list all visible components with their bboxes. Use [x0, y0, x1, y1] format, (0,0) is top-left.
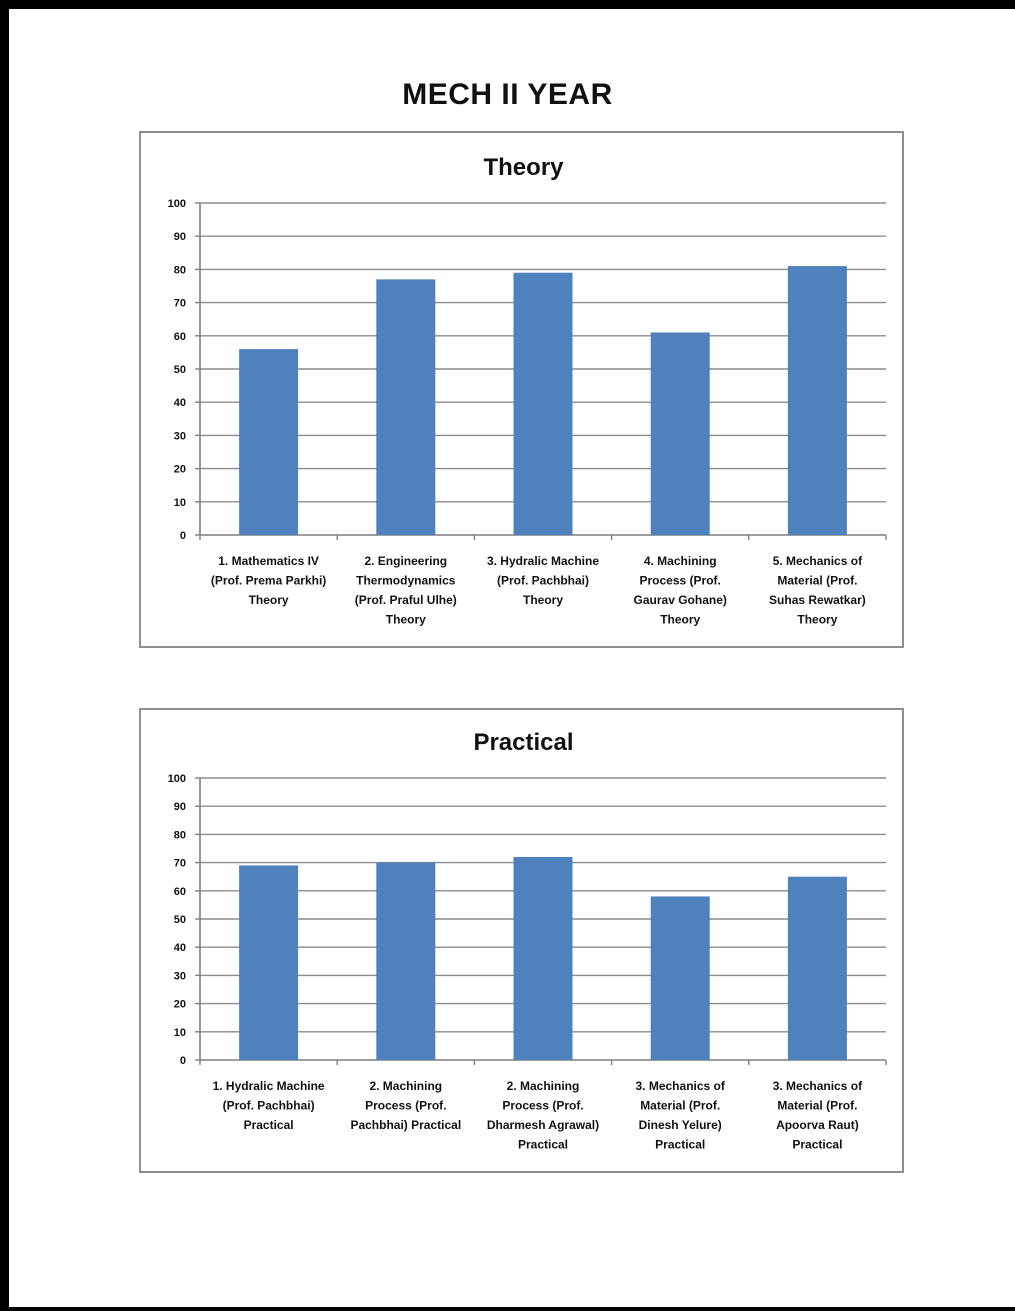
- theory-category-label-4-line-2: Process (Prof.: [640, 574, 721, 588]
- theory-category-label-5-line-4: Theory: [797, 613, 837, 627]
- practical-category-label-1: 1. Hydralic Machine (Prof. Pachbhai) Pract…: [213, 1079, 325, 1132]
- practical-chart-svg: Practical 0 10 20 30 40 50 60 70 80 90 100 1. Hydral…: [168, 729, 887, 1152]
- practical-y-tick-label-20: 20: [174, 999, 186, 1011]
- practical-category-label-1-line-3: Practical: [244, 1118, 294, 1132]
- practical-category-label-3: 2. Machining Process (Prof. Dharmesh Agraw…: [487, 1079, 599, 1152]
- practical-bar-2: [376, 862, 436, 1060]
- practical-category-label-3-line-2: Process (Prof.: [502, 1099, 583, 1113]
- practical-category-label-2-line-1: 2. Machining: [369, 1079, 442, 1093]
- theory-category-label-4-line-1: 4. Machining: [644, 554, 717, 568]
- page-title: MECH II YEAR: [402, 78, 613, 111]
- practical-category-label-5: 3. Mechanics of Material (Prof. Apoorva Ra…: [773, 1079, 863, 1152]
- theory-category-label-5-line-2: Material (Prof.: [777, 574, 857, 588]
- practical-y-tick-label-80: 80: [174, 829, 186, 841]
- theory-category-label-5-line-1: 5. Mechanics of: [773, 554, 863, 568]
- practical-category-label-3-line-3: Dharmesh Agrawal): [487, 1118, 599, 1132]
- practical-category-label-4-line-4: Practical: [655, 1138, 705, 1152]
- theory-category-label-2-line-2: Thermodynamics: [356, 574, 456, 588]
- practical-category-label-4: 3. Mechanics of Material (Prof. Dinesh Yel…: [636, 1079, 726, 1152]
- theory-category-label-3-line-1: 3. Hydralic Machine: [487, 554, 599, 568]
- practical-y-tick-label-30: 30: [174, 970, 186, 982]
- theory-category-label-2-line-4: Theory: [386, 613, 426, 627]
- theory-category-label-5: 5. Mechanics of Material (Prof. Suhas Rewa…: [769, 554, 866, 627]
- theory-y-tick-label-90: 90: [174, 231, 186, 243]
- practical-chart: Practical 0 10 20 30 40 50 60 70 80 90 100 1. Hydral…: [139, 708, 904, 1173]
- theory-category-label-2-line-3: (Prof. Praful Ulhe): [355, 593, 457, 607]
- practical-y-tick-label-90: 90: [174, 801, 186, 813]
- practical-chart-title: Practical: [473, 729, 573, 756]
- theory-chart-svg: Theory 0 10 20 30 40 50 60 70 80 90 100 1. Mathemati…: [168, 154, 887, 627]
- practical-category-label-4-line-3: Dinesh Yelure): [639, 1118, 722, 1132]
- theory-category-label-3: 3. Hydralic Machine (Prof. Pachbhai) Theor…: [487, 554, 599, 607]
- theory-chart-title: Theory: [483, 154, 564, 181]
- theory-y-tick-label-20: 20: [174, 464, 186, 476]
- theory-y-tick-label-30: 30: [174, 430, 186, 442]
- practical-category-label-4-line-2: Material (Prof.: [640, 1099, 720, 1113]
- practical-y-tick-label-70: 70: [174, 858, 186, 870]
- theory-category-label-3-line-2: (Prof. Pachbhai): [497, 574, 589, 588]
- practical-category-label-3-line-4: Practical: [518, 1138, 568, 1152]
- practical-category-label-2-line-2: Process (Prof.: [365, 1099, 446, 1113]
- theory-bar-1: [239, 349, 299, 535]
- practical-y-tick-label-100: 100: [168, 773, 186, 785]
- practical-category-label-5-line-4: Practical: [792, 1138, 842, 1152]
- theory-category-label-4-line-4: Theory: [660, 613, 700, 627]
- theory-y-tick-label-70: 70: [174, 298, 186, 310]
- theory-y-tick-label-40: 40: [174, 397, 186, 409]
- theory-y-tick-label-50: 50: [174, 364, 186, 376]
- practical-category-label-4-line-1: 3. Mechanics of: [636, 1079, 726, 1093]
- theory-category-label-1: 1. Mathematics IV (Prof. Prema Parkhi) The…: [211, 554, 326, 607]
- theory-bar-3: [513, 272, 573, 535]
- theory-bar-2: [376, 279, 436, 535]
- theory-category-label-2: 2. Engineering Thermodynamics (Prof. Prafu…: [355, 554, 457, 627]
- theory-category-label-2-line-1: 2. Engineering: [364, 554, 447, 568]
- theory-y-tick-label-10: 10: [174, 497, 186, 509]
- practical-y-tick-label-40: 40: [174, 942, 186, 954]
- theory-y-tick-label-60: 60: [174, 331, 186, 343]
- theory-bar-4: [650, 332, 710, 535]
- theory-y-tick-label-0: 0: [180, 530, 186, 542]
- practical-bar-1: [239, 865, 299, 1060]
- practical-category-label-1-line-2: (Prof. Pachbhai): [223, 1099, 315, 1113]
- theory-category-label-5-line-3: Suhas Rewatkar): [769, 593, 866, 607]
- practical-y-tick-label-10: 10: [174, 1027, 186, 1039]
- theory-category-label-1-line-1: 1. Mathematics IV: [218, 554, 319, 568]
- theory-category-label-3-line-3: Theory: [523, 593, 563, 607]
- theory-chart: Theory 0 10 20 30 40 50 60 70 80 90 100 1. Mathemati…: [139, 131, 904, 648]
- practical-category-label-2: 2. Machining Process (Prof. Pachbhai) Prac…: [350, 1079, 461, 1132]
- practical-bar-3: [513, 856, 573, 1060]
- theory-y-tick-label-100: 100: [168, 198, 186, 210]
- theory-category-label-1-line-2: (Prof. Prema Parkhi): [211, 574, 326, 588]
- practical-category-label-5-line-2: Material (Prof.: [777, 1099, 857, 1113]
- theory-bar-5: [787, 266, 847, 535]
- practical-y-tick-label-50: 50: [174, 914, 186, 926]
- practical-category-label-2-line-3: Pachbhai) Practical: [350, 1118, 461, 1132]
- practical-y-tick-label-60: 60: [174, 886, 186, 898]
- practical-category-label-5-line-1: 3. Mechanics of: [773, 1079, 863, 1093]
- practical-bar-4: [650, 896, 710, 1060]
- practical-bar-5: [787, 876, 847, 1060]
- theory-category-label-4: 4. Machining Process (Prof. Gaurav Gohane)…: [634, 554, 727, 627]
- theory-category-label-4-line-3: Gaurav Gohane): [634, 593, 727, 607]
- practical-category-label-1-line-1: 1. Hydralic Machine: [213, 1079, 325, 1093]
- practical-category-label-5-line-3: Apoorva Raut): [776, 1118, 859, 1132]
- theory-y-tick-label-80: 80: [174, 264, 186, 276]
- theory-category-label-1-line-3: Theory: [249, 593, 289, 607]
- practical-y-tick-label-0: 0: [180, 1055, 186, 1067]
- practical-category-label-3-line-1: 2. Machining: [507, 1079, 580, 1093]
